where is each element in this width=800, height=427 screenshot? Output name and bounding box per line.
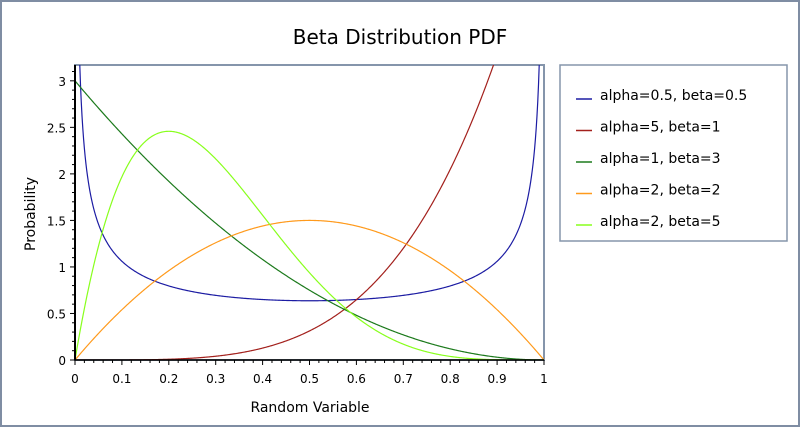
x-tick-label: 0.1 <box>112 372 131 386</box>
series-line-3 <box>75 219 544 360</box>
x-tick-label: 0.5 <box>300 372 319 386</box>
x-tick-label: 1 <box>540 372 548 386</box>
x-tick-label: 0.6 <box>347 372 366 386</box>
x-tick-label: 0.2 <box>159 372 178 386</box>
chart-title: Beta Distribution PDF <box>293 25 507 49</box>
legend-label: alpha=1, beta=3 <box>600 151 721 167</box>
series-line-4 <box>75 130 544 360</box>
plot-area: 0 0.1 0.2 0.3 0.4 0.5 0.6 0.7 0.8 0.9 1 0 0.5 1 1.5 2 2.… <box>47 64 548 386</box>
x-tick-label: 0.7 <box>394 372 413 386</box>
series-line-0 <box>79 65 540 302</box>
x-tick-label: 0.4 <box>253 372 272 386</box>
y-tick-label: 1.5 <box>47 214 66 228</box>
legend-label: alpha=5, beta=1 <box>600 120 721 136</box>
x-tick-label: 0.3 <box>206 372 225 386</box>
series-line-2 <box>75 80 544 360</box>
legend-label: alpha=0.5, beta=0.5 <box>600 88 747 104</box>
legend-label: alpha=2, beta=2 <box>600 183 721 199</box>
y-axis-label: Probability <box>23 177 39 251</box>
legend-label: alpha=2, beta=5 <box>600 214 721 230</box>
x-tick-label: 0.8 <box>441 372 460 386</box>
y-tick-label: 3 <box>58 75 66 89</box>
x-axis-label: Random Variable <box>250 400 369 416</box>
y-tick-label: 2.5 <box>47 121 66 135</box>
legend-box <box>559 64 788 242</box>
y-tick-label: 1 <box>58 261 66 275</box>
x-tick-label: 0.9 <box>488 372 507 386</box>
y-tick-label: 0.5 <box>47 307 66 321</box>
legend: alpha=0.5, beta=0.5 alpha=5, beta=1 alpha=… <box>559 64 788 242</box>
x-tick-label: 0 <box>71 372 79 386</box>
y-tick-label: 2 <box>58 168 66 182</box>
y-tick-label: 0 <box>58 354 66 368</box>
plot-border <box>74 64 545 361</box>
series-group <box>75 65 544 360</box>
